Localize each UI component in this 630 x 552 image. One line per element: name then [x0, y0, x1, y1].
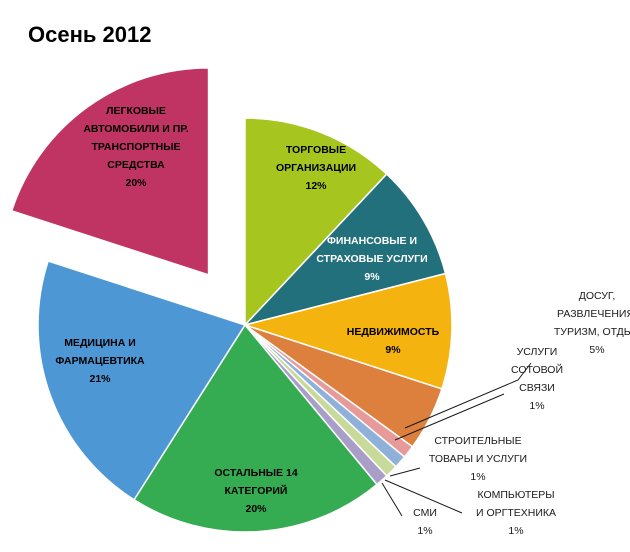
slice-label-line: 9%: [385, 344, 401, 356]
pie-slice: [242, 272, 453, 390]
pie-slice: [10, 67, 210, 276]
slice-label-line: ОРГАНИЗАЦИИ: [276, 162, 356, 174]
pie-slice: [133, 323, 379, 533]
slice-label-line: ТРАНСПОРТНЫЕ: [91, 141, 180, 153]
slice-label-line: КОМПЬЮТЕРЫ: [477, 489, 554, 501]
slice-label: НЕДВИЖИМОСТЬ 9%: [347, 326, 440, 356]
slice-label-line: СРЕДСТВА: [107, 159, 165, 171]
slice-label-line: АВТОМОБИЛИ И ПР.: [83, 123, 188, 135]
leader-line: [394, 393, 505, 441]
slice-label-line: 20%: [245, 503, 267, 515]
slice-label: ОСТАЛЬНЫЕ 14 КАТЕГОРИЙ 20%: [214, 467, 297, 515]
slice-label-line: КАТЕГОРИЙ: [225, 484, 288, 497]
leader-line: [384, 479, 463, 514]
slice-label-line: ФАРМАЦЕВТИКА: [55, 355, 145, 367]
leader-line: [404, 362, 532, 429]
slice-label-line: НЕДВИЖИМОСТЬ: [347, 326, 440, 338]
slice-label-line: ОСТАЛЬНЫЕ 14: [214, 467, 297, 479]
slice-label: КОМПЬЮТЕРЫ И ОРГТЕХНИКА 1%: [476, 489, 556, 537]
slice-label-line: СОТОВОЙ: [511, 363, 563, 376]
slice-label-line: 21%: [89, 373, 111, 385]
slice-label-line: РАЗВЛЕЧЕНИЯ,: [557, 308, 630, 320]
slice-label-line: ТОВАРЫ И УСЛУГИ: [429, 453, 527, 465]
chart-title: Осень 2012: [28, 22, 152, 47]
slice-label-line: 1%: [529, 400, 544, 412]
leader-line: [389, 467, 421, 477]
slice-label-line: 20%: [125, 177, 147, 189]
pie-slice: [37, 260, 247, 501]
slice-label-line: СВЯЗИ: [519, 382, 555, 394]
slice-label-line: И ОРГТЕХНИКА: [476, 507, 556, 519]
slice-label-line: УСЛУГИ: [517, 346, 558, 358]
slice-label-line: МЕДИЦИНА И: [64, 337, 136, 349]
slice-label-line: 1%: [470, 471, 485, 483]
pie-slice: [242, 173, 447, 327]
slice-label-line: ФИНАНСОВЫЕ И: [327, 235, 417, 247]
slice-label-line: 1%: [508, 525, 523, 537]
slice-label: ДОСУГ, РАЗВЛЕЧЕНИЯ, ТУРИЗМ, ОТДЫХ 5%: [554, 290, 630, 356]
slice-label-line: 9%: [364, 271, 380, 283]
slice-label-line: ЛЕГКОВЫЕ: [106, 105, 166, 117]
slice-label: ФИНАНСОВЫЕ И СТРАХОВЫЕ УСЛУГИ 9%: [316, 235, 427, 283]
slice-label-line: ДОСУГ,: [579, 290, 616, 302]
slice-label-line: СМИ: [413, 507, 437, 519]
slice-label: СМИ 1%: [413, 507, 437, 537]
slice-label-line: ТУРИЗМ, ОТДЫХ: [554, 326, 630, 338]
slice-label-line: 5%: [589, 344, 604, 356]
slice-label: УСЛУГИ СОТОВОЙ СВЯЗИ 1%: [511, 346, 563, 412]
pie-slice: [244, 117, 388, 327]
slice-label-line: 1%: [417, 525, 432, 537]
leader-line: [381, 482, 403, 517]
slice-label: СТРОИТЕЛЬНЫЕ ТОВАРЫ И УСЛУГИ 1%: [429, 435, 527, 483]
slice-label-line: СТРАХОВЫЕ УСЛУГИ: [316, 253, 427, 265]
slice-label: ТОРГОВЫЕ ОРГАНИЗАЦИИ 12%: [276, 144, 356, 192]
slice-label-line: СТРОИТЕЛЬНЫЕ: [434, 435, 521, 447]
slice-label: ЛЕГКОВЫЕ АВТОМОБИЛИ И ПР. ТРАНСПОРТНЫЕ СРЕД…: [83, 105, 188, 189]
slice-label-line: 12%: [305, 180, 327, 192]
slice-label: МЕДИЦИНА И ФАРМАЦЕВТИКА 21%: [55, 337, 145, 385]
slice-label-line: ТОРГОВЫЕ: [286, 144, 346, 156]
